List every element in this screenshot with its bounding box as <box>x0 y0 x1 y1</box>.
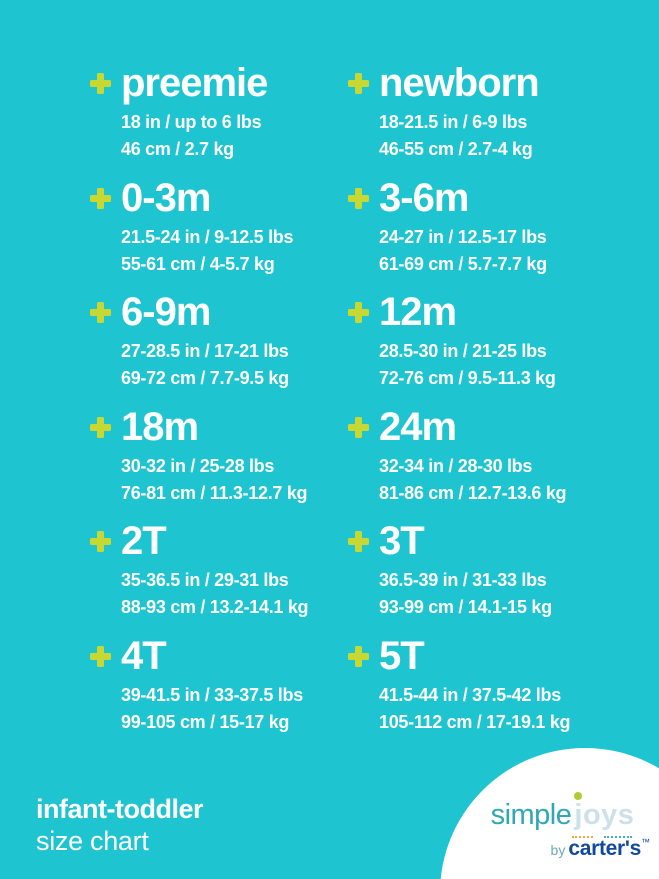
size-name: 18m <box>121 404 199 449</box>
size-name: 0-3m <box>121 175 211 220</box>
size-entry-0-3m: 0-3m 21.5-24 in / 9-12.5 lbs 55-61 cm / … <box>90 177 348 292</box>
plus-icon <box>90 416 111 438</box>
footer-caption: infant-toddler size chart <box>36 794 203 857</box>
dotted-underline-left-icon <box>572 832 593 838</box>
size-entry-5T: 5T 41.5-44 in / 37.5-42 lbs 105-112 cm /… <box>348 635 649 750</box>
chart-subtitle: size chart <box>36 826 149 857</box>
dotted-underline-right-icon <box>604 832 632 838</box>
logo-simple-text: simple <box>490 799 572 831</box>
size-imperial: 30-32 in / 25-28 lbs <box>121 455 275 476</box>
size-imperial: 18 in / up to 6 lbs <box>121 112 262 132</box>
logo-byline: by carter's™ <box>470 837 650 860</box>
plus-icon <box>348 531 369 552</box>
plus-icon <box>348 645 369 667</box>
size-name: 3-6m <box>379 175 469 220</box>
size-entry-text: 12m 28.5-30 in / 21-25 lbs 72-76 cm / 9.… <box>379 291 556 392</box>
size-metric: 61-69 cm / 5.7-7.7 kg <box>379 253 547 274</box>
size-entry-12m: 12m 28.5-30 in / 21-25 lbs 72-76 cm / 9.… <box>348 291 649 406</box>
size-entry-6-9m: 6-9m 27-28.5 in / 17-21 lbs 69-72 cm / 7… <box>90 291 348 406</box>
size-entry-text: 3T 36.5-39 in / 31-33 lbs 93-99 cm / 14.… <box>379 520 552 621</box>
size-metric: 81-86 cm / 12.7-13.6 kg <box>379 482 567 503</box>
size-metric: 105-112 cm / 17-19.1 kg <box>379 711 571 732</box>
size-entry-text: 2T 35-36.5 in / 29-31 lbs 88-93 cm / 13.… <box>121 519 309 621</box>
plus-icon <box>348 187 369 209</box>
size-metric: 93-99 cm / 14.1-15 kg <box>379 597 552 617</box>
plus-icon <box>348 302 369 323</box>
plus-icon <box>90 302 111 323</box>
size-entry-text: 0-3m 21.5-24 in / 9-12.5 lbs 55-61 cm / … <box>121 175 294 278</box>
plus-icon <box>90 187 111 209</box>
size-grid: preemie 18 in / up to 6 lbs 46 cm / 2.7 … <box>90 62 649 749</box>
size-entry-2T: 2T 35-36.5 in / 29-31 lbs 88-93 cm / 13.… <box>90 520 348 635</box>
size-metric: 76-81 cm / 11.3-12.7 kg <box>121 482 308 503</box>
size-entry-text: 4T 39-41.5 in / 33-37.5 lbs 99-105 cm / … <box>121 635 303 736</box>
size-name: 5T <box>379 633 425 678</box>
size-name: 12m <box>379 290 457 334</box>
size-entry-newborn: newborn 18-21.5 in / 6-9 lbs 46-55 cm / … <box>348 62 649 177</box>
logo-joys-text: joys <box>574 799 635 831</box>
size-imperial: 18-21.5 in / 6-9 lbs <box>379 112 528 132</box>
size-entry-text: newborn 18-21.5 in / 6-9 lbs 46-55 cm / … <box>379 61 540 163</box>
size-metric: 69-72 cm / 7.7-9.5 kg <box>121 368 289 388</box>
size-entry-text: 6-9m 27-28.5 in / 17-21 lbs 69-72 cm / 7… <box>121 291 289 392</box>
logo-by-text: by <box>550 842 566 858</box>
chart-title: infant-toddler <box>36 794 203 824</box>
size-name: 6-9m <box>121 290 211 334</box>
size-imperial: 32-34 in / 28-30 lbs <box>379 455 533 476</box>
plus-icon <box>90 531 111 552</box>
size-entry-text: preemie 18 in / up to 6 lbs 46 cm / 2.7 … <box>121 61 268 163</box>
size-entry-3-6m: 3-6m 24-27 in / 12.5-17 lbs 61-69 cm / 5… <box>348 177 649 292</box>
size-imperial: 39-41.5 in / 33-37.5 lbs <box>121 684 303 705</box>
size-name: 3T <box>379 519 425 563</box>
size-name: preemie <box>121 61 268 105</box>
size-name: 24m <box>379 404 457 449</box>
size-imperial: 24-27 in / 12.5-17 lbs <box>379 226 547 247</box>
size-name: 4T <box>121 633 167 678</box>
size-imperial: 35-36.5 in / 29-31 lbs <box>121 570 289 590</box>
size-name: 2T <box>121 519 167 563</box>
logo-carters-text: carter's <box>568 837 641 860</box>
brand-logo: simple joys <box>440 801 659 830</box>
plus-icon <box>348 73 369 94</box>
size-entry-18m: 18m 30-32 in / 25-28 lbs 76-81 cm / 11.3… <box>90 406 348 521</box>
size-imperial: 28.5-30 in / 21-25 lbs <box>379 341 547 361</box>
size-metric: 55-61 cm / 4-5.7 kg <box>121 253 275 274</box>
size-metric: 99-105 cm / 15-17 kg <box>121 711 290 732</box>
size-metric: 88-93 cm / 13.2-14.1 kg <box>121 597 309 617</box>
trademark-symbol: ™ <box>641 837 650 847</box>
size-metric: 72-76 cm / 9.5-11.3 kg <box>379 368 556 388</box>
size-entry-24m: 24m 32-34 in / 28-30 lbs 81-86 cm / 12.7… <box>348 406 649 521</box>
plus-icon <box>90 73 111 94</box>
size-imperial: 36.5-39 in / 31-33 lbs <box>379 570 547 590</box>
plus-icon <box>348 416 369 438</box>
size-entry-text: 3-6m 24-27 in / 12.5-17 lbs 61-69 cm / 5… <box>379 177 547 278</box>
size-entry-text: 24m 32-34 in / 28-30 lbs 81-86 cm / 12.7… <box>379 404 567 507</box>
size-imperial: 41.5-44 in / 37.5-42 lbs <box>379 684 561 705</box>
size-entry-preemie: preemie 18 in / up to 6 lbs 46 cm / 2.7 … <box>90 62 348 177</box>
size-imperial: 27-28.5 in / 17-21 lbs <box>121 341 289 361</box>
plus-icon <box>90 645 111 667</box>
size-metric: 46-55 cm / 2.7-4 kg <box>379 139 533 159</box>
size-metric: 46 cm / 2.7 kg <box>121 139 234 159</box>
size-imperial: 21.5-24 in / 9-12.5 lbs <box>121 226 294 247</box>
size-entry-text: 5T 41.5-44 in / 37.5-42 lbs 105-112 cm /… <box>379 633 571 736</box>
size-name: newborn <box>379 61 540 105</box>
size-entry-4T: 4T 39-41.5 in / 33-37.5 lbs 99-105 cm / … <box>90 635 348 750</box>
size-entry-3T: 3T 36.5-39 in / 31-33 lbs 93-99 cm / 14.… <box>348 520 649 635</box>
size-entry-text: 18m 30-32 in / 25-28 lbs 76-81 cm / 11.3… <box>121 404 308 507</box>
